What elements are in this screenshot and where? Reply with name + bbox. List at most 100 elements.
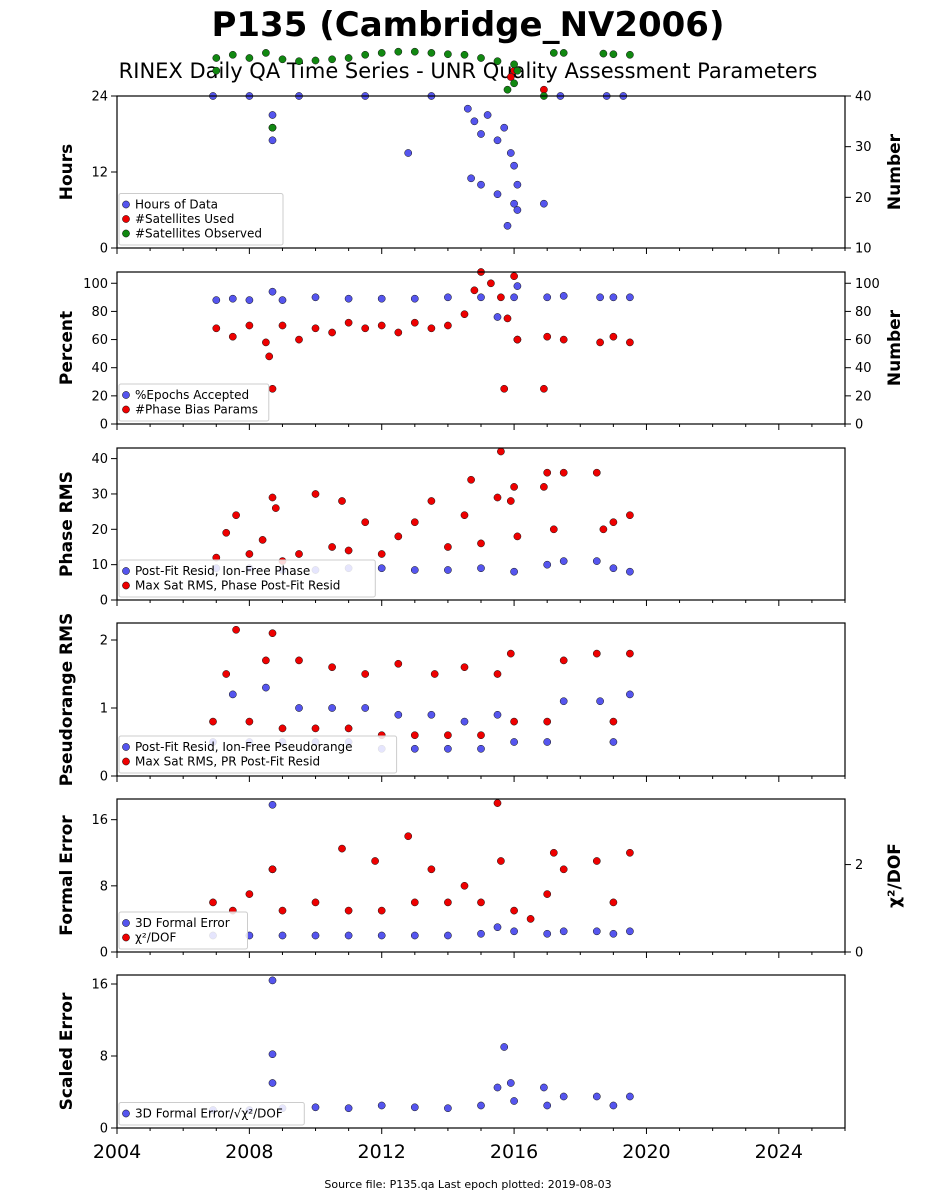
point-red xyxy=(467,475,475,484)
point-red xyxy=(506,497,515,505)
point-blue xyxy=(559,557,568,565)
point-blue xyxy=(444,293,452,302)
point-blue xyxy=(477,293,485,302)
point-green xyxy=(599,49,608,58)
point-red xyxy=(278,906,287,915)
point-blue xyxy=(540,1083,548,1092)
point-green xyxy=(361,50,370,59)
point-red xyxy=(404,832,413,841)
point-red xyxy=(497,447,505,456)
point-green xyxy=(503,85,512,94)
point-blue xyxy=(311,1103,320,1112)
chart-title: P135 (Cambridge_NV2006) xyxy=(211,5,724,45)
point-red xyxy=(410,518,419,527)
point-red xyxy=(609,717,618,726)
y-tick-label: 20 xyxy=(91,523,108,538)
point-blue xyxy=(503,221,512,230)
point-blue xyxy=(510,199,518,208)
point-green xyxy=(460,50,469,59)
legend-entry: Post-Fit Resid, Ion-Free Pseudorange xyxy=(135,740,353,754)
legend-box xyxy=(118,193,284,246)
point-red xyxy=(559,335,568,344)
point-blue xyxy=(510,293,518,302)
legend: %Epochs Accepted#Phase Bias Params xyxy=(118,383,270,422)
point-blue xyxy=(444,566,452,574)
legend-marker xyxy=(122,229,130,238)
point-blue xyxy=(410,744,419,753)
point-green xyxy=(493,57,502,66)
point-blue xyxy=(344,1104,353,1113)
point-blue xyxy=(295,704,303,712)
point-blue xyxy=(510,567,518,576)
point-blue xyxy=(268,1079,277,1087)
point-blue xyxy=(268,1050,277,1059)
legend-entry: Hours of Data xyxy=(135,198,218,212)
point-blue xyxy=(609,929,618,938)
point-red xyxy=(311,898,320,907)
point-blue xyxy=(506,149,515,157)
point-red xyxy=(477,539,485,548)
point-blue xyxy=(626,927,634,936)
point-red xyxy=(543,717,552,726)
source-footer: Source file: P135.qa Last epoch plotted:… xyxy=(324,1178,611,1191)
point-blue xyxy=(483,111,492,119)
legend-entry: Max Sat RMS, Phase Post-Fit Resid xyxy=(135,579,340,593)
point-green xyxy=(212,66,221,75)
y-right-tick-label: 30 xyxy=(855,140,872,155)
point-red xyxy=(268,493,277,502)
point-red xyxy=(592,857,601,865)
legend-box xyxy=(118,911,248,950)
point-red xyxy=(427,865,436,874)
point-green xyxy=(228,50,237,59)
point-green xyxy=(549,49,558,57)
point-red xyxy=(493,799,502,807)
y-tick-label: 1 xyxy=(100,702,108,717)
y-tick-label: 40 xyxy=(91,452,108,467)
legend-marker xyxy=(122,581,130,590)
point-red xyxy=(338,844,346,853)
point-red xyxy=(626,511,634,520)
point-blue xyxy=(410,1103,419,1112)
point-red xyxy=(361,324,370,333)
point-red xyxy=(506,649,515,658)
point-blue xyxy=(477,130,485,138)
point-green xyxy=(510,79,518,88)
point-red xyxy=(427,324,436,333)
legend-marker xyxy=(122,567,130,575)
point-red xyxy=(500,384,509,393)
point-green xyxy=(268,123,277,132)
x-tick-label: 2020 xyxy=(622,1141,670,1163)
point-red xyxy=(338,497,346,505)
legend-marker xyxy=(122,757,130,766)
y-axis-label: Pseudorange RMS xyxy=(57,613,77,787)
point-red xyxy=(609,332,618,341)
point-blue xyxy=(311,931,320,940)
y-tick-label: 12 xyxy=(91,166,108,181)
y-right-axis-label: Number xyxy=(885,133,905,210)
point-blue xyxy=(559,292,568,300)
point-red xyxy=(222,670,231,678)
legend-entry: #Phase Bias Params xyxy=(135,403,258,417)
legend-marker xyxy=(122,919,130,927)
point-blue xyxy=(427,710,436,719)
point-red xyxy=(493,670,502,678)
panel-frame xyxy=(116,798,846,953)
point-green xyxy=(394,47,403,56)
point-blue xyxy=(470,117,479,126)
point-blue xyxy=(493,710,502,719)
point-red xyxy=(559,468,568,477)
point-green xyxy=(513,66,522,75)
point-red xyxy=(268,384,277,393)
point-red xyxy=(444,543,452,551)
point-green xyxy=(410,47,419,56)
point-red xyxy=(232,625,240,634)
point-red xyxy=(549,525,558,534)
legend-box xyxy=(118,383,270,422)
point-blue xyxy=(477,929,485,938)
point-blue xyxy=(513,282,522,290)
point-red xyxy=(258,536,267,544)
point-blue xyxy=(609,738,618,746)
point-red xyxy=(543,332,552,341)
point-blue xyxy=(361,704,370,712)
